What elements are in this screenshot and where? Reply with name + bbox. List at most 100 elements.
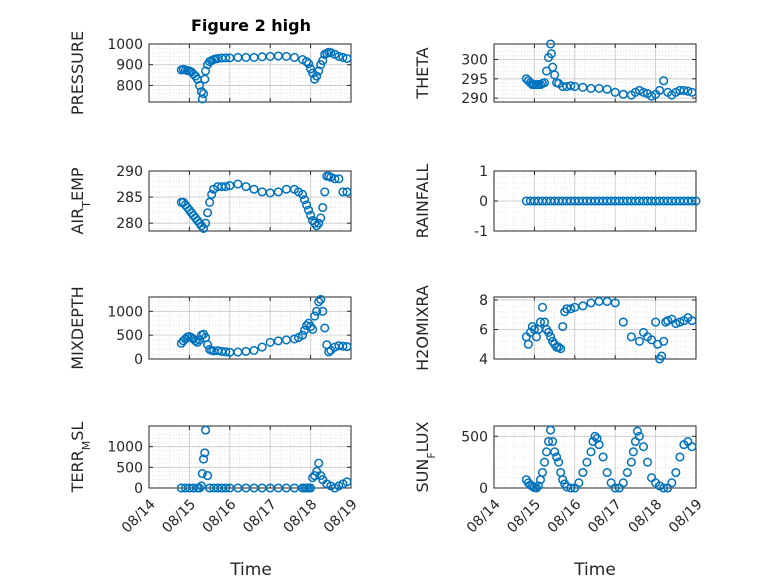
data-point — [221, 53, 231, 63]
data-point — [687, 87, 697, 97]
plot-frame — [148, 296, 352, 360]
data-point — [221, 182, 231, 192]
data-point — [638, 442, 649, 452]
y-axis-label: TERRMSL — [68, 422, 93, 494]
y-axis-label: MIXDEPTH — [68, 286, 87, 369]
data-point — [201, 218, 211, 228]
data-point — [634, 431, 644, 441]
y-tick-label: 1000 — [107, 37, 143, 53]
data-point — [675, 452, 685, 462]
y-tick-label: 900 — [116, 58, 143, 74]
data-point — [308, 473, 318, 483]
data-point — [312, 221, 322, 231]
data-point — [338, 341, 348, 351]
data-point — [200, 74, 210, 84]
subplot-sun-flux: 0 500 08/14 08/15 08/16 08/17 08/18 08/19 SUNFLU… — [413, 421, 706, 536]
y-tick-label: 0 — [479, 194, 488, 210]
plot-area — [493, 43, 697, 103]
data-point — [221, 483, 231, 493]
data-point — [543, 436, 554, 447]
y-axis-label: RAINFALL — [413, 164, 432, 239]
subplot-theta: 290 295 300 THETA — [413, 39, 697, 107]
plot-frame — [493, 296, 697, 360]
data-point — [194, 80, 205, 90]
data-point — [314, 66, 324, 76]
plot-frame — [148, 43, 352, 103]
data-point — [590, 431, 600, 441]
subplot-rainfall: -1 0 1 RAINFALL — [413, 164, 701, 240]
data-point — [200, 448, 210, 458]
data-point — [687, 316, 697, 326]
plot-frame — [493, 425, 697, 489]
subplot-pressure: 800 900 1000 PRESSURE — [68, 31, 352, 115]
data-point — [326, 172, 336, 182]
y-tick-label: -1 — [474, 224, 488, 240]
y-axis-label: AIRTEMP — [68, 167, 93, 234]
data-point — [197, 94, 207, 104]
y-axis-label: H2OMIXRA — [413, 285, 432, 371]
data-point — [310, 311, 320, 321]
x-tick-label: 08/15 — [159, 496, 199, 536]
data-point — [310, 218, 320, 228]
y-tick-label: 290 — [116, 164, 143, 180]
x-tick-label: 08/14 — [464, 496, 504, 536]
data-point — [306, 483, 316, 493]
x-tick-label: 08/16 — [200, 496, 240, 536]
data-point — [546, 332, 556, 342]
data-point — [663, 316, 673, 326]
data-point — [312, 71, 322, 81]
data-point — [634, 336, 644, 346]
data-point — [233, 179, 243, 189]
data-point — [342, 342, 352, 352]
data-point — [546, 49, 556, 59]
data-point — [257, 342, 267, 352]
data-point — [342, 477, 352, 487]
data-point — [197, 468, 207, 479]
data-point — [638, 87, 649, 97]
data-point — [687, 196, 697, 206]
x-tick-label: 08/19 — [321, 496, 361, 536]
y-tick-label: 0 — [134, 481, 143, 497]
data-point — [535, 317, 546, 327]
data-point — [651, 317, 661, 327]
data-point — [618, 317, 628, 327]
data-point — [659, 336, 669, 346]
x-tick-label: 08/17 — [240, 496, 280, 536]
data-point — [539, 78, 550, 88]
y-tick-label: 300 — [461, 52, 488, 68]
data-point — [586, 447, 596, 457]
subplot-mixdepth: 0 500 1000 MIXDEPTH — [68, 286, 352, 370]
data-point — [578, 467, 588, 478]
data-point — [194, 483, 205, 493]
data-point — [192, 337, 203, 347]
data-point — [289, 52, 299, 63]
data-point — [574, 478, 584, 488]
data-point — [543, 327, 554, 337]
data-point — [190, 336, 201, 346]
data-point — [188, 483, 198, 493]
data-point — [334, 51, 344, 61]
subplot-h2omixra: 4 6 8 H2OMIXRA — [413, 285, 697, 371]
y-tick-label: 1000 — [107, 304, 143, 320]
y-tick-label: 500 — [461, 429, 488, 445]
data-point — [338, 52, 348, 63]
data-point — [556, 344, 566, 354]
data-point — [249, 184, 259, 194]
subplot-air-temp: 280 285 290 AIRTEMP — [68, 164, 352, 235]
data-point — [201, 425, 211, 435]
xlabel-left: Time — [229, 560, 272, 580]
data-point — [566, 483, 576, 493]
data-point — [550, 447, 560, 457]
data-point — [537, 467, 548, 478]
x-tick-label: 08/14 — [119, 496, 159, 536]
data-point — [539, 457, 550, 467]
data-point — [566, 304, 576, 314]
data-point — [203, 471, 213, 481]
y-tick-label: 0 — [479, 481, 488, 497]
data-point — [533, 481, 543, 491]
x-tick-label: 08/19 — [666, 496, 706, 536]
data-point — [671, 467, 681, 478]
plot-frame — [493, 43, 697, 103]
data-point — [198, 89, 209, 99]
